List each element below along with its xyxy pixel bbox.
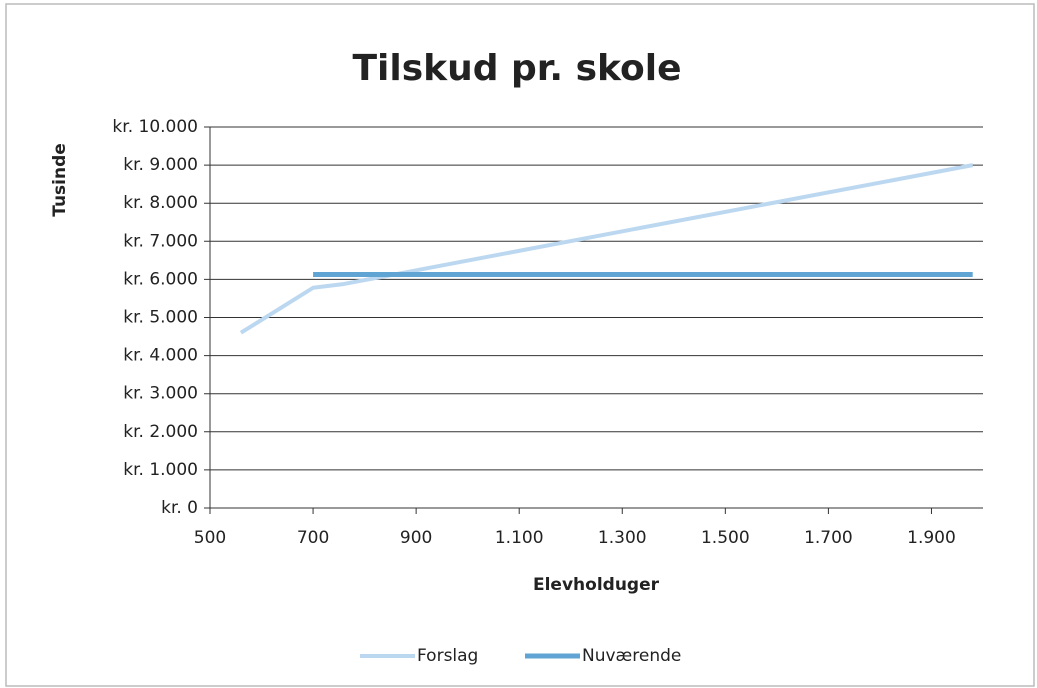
y-axis-label: Tusinde (50, 143, 70, 217)
x-axis-label: Elevholduger (533, 575, 660, 595)
y-tick-label: kr. 5.000 (123, 308, 198, 328)
x-tick-label: 1.300 (598, 528, 647, 548)
line-series (239, 163, 974, 335)
y-tick-label: kr. 2.000 (123, 422, 198, 442)
chart-title: Tilskud pr. skole (352, 48, 681, 89)
x-tick-label: 1.900 (907, 528, 956, 548)
y-tick-label: kr. 10.000 (112, 117, 198, 137)
x-tick-label: 500 (194, 528, 226, 548)
x-tick-label: 900 (400, 528, 432, 548)
y-tick-label: kr. 7.000 (123, 231, 198, 251)
y-tick-label: kr. 4.000 (123, 346, 198, 366)
x-tick-label: 700 (297, 528, 329, 548)
y-tick-label: kr. 8.000 (123, 193, 198, 213)
y-tick-label: kr. 9.000 (123, 155, 198, 175)
y-tick-label: kr. 0 (161, 498, 198, 518)
chart-frame (5, 3, 1035, 687)
x-tick-label: 1.700 (804, 528, 853, 548)
legend-label: Forslag (417, 646, 478, 666)
x-tick-label: 1.500 (701, 528, 750, 548)
y-tick-label: kr. 6.000 (123, 269, 198, 289)
y-tick-label: kr. 3.000 (123, 384, 198, 404)
y-tick-label: kr. 1.000 (123, 460, 198, 480)
legend-label: Nuværende (582, 646, 681, 666)
x-tick-label: 1.100 (495, 528, 544, 548)
